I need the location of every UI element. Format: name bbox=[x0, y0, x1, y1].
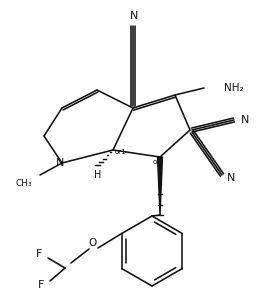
Text: NH₂: NH₂ bbox=[224, 83, 244, 93]
Text: O: O bbox=[89, 238, 97, 248]
Text: F: F bbox=[38, 280, 44, 290]
Text: F: F bbox=[36, 249, 42, 259]
Text: or1: or1 bbox=[152, 159, 164, 165]
Text: or1: or1 bbox=[114, 149, 126, 155]
Polygon shape bbox=[158, 157, 162, 215]
Text: N: N bbox=[227, 173, 235, 183]
Text: CH₃: CH₃ bbox=[15, 178, 32, 188]
Text: N: N bbox=[241, 115, 249, 125]
Text: N: N bbox=[56, 158, 64, 168]
Text: N: N bbox=[130, 11, 138, 21]
Text: H: H bbox=[94, 170, 102, 180]
